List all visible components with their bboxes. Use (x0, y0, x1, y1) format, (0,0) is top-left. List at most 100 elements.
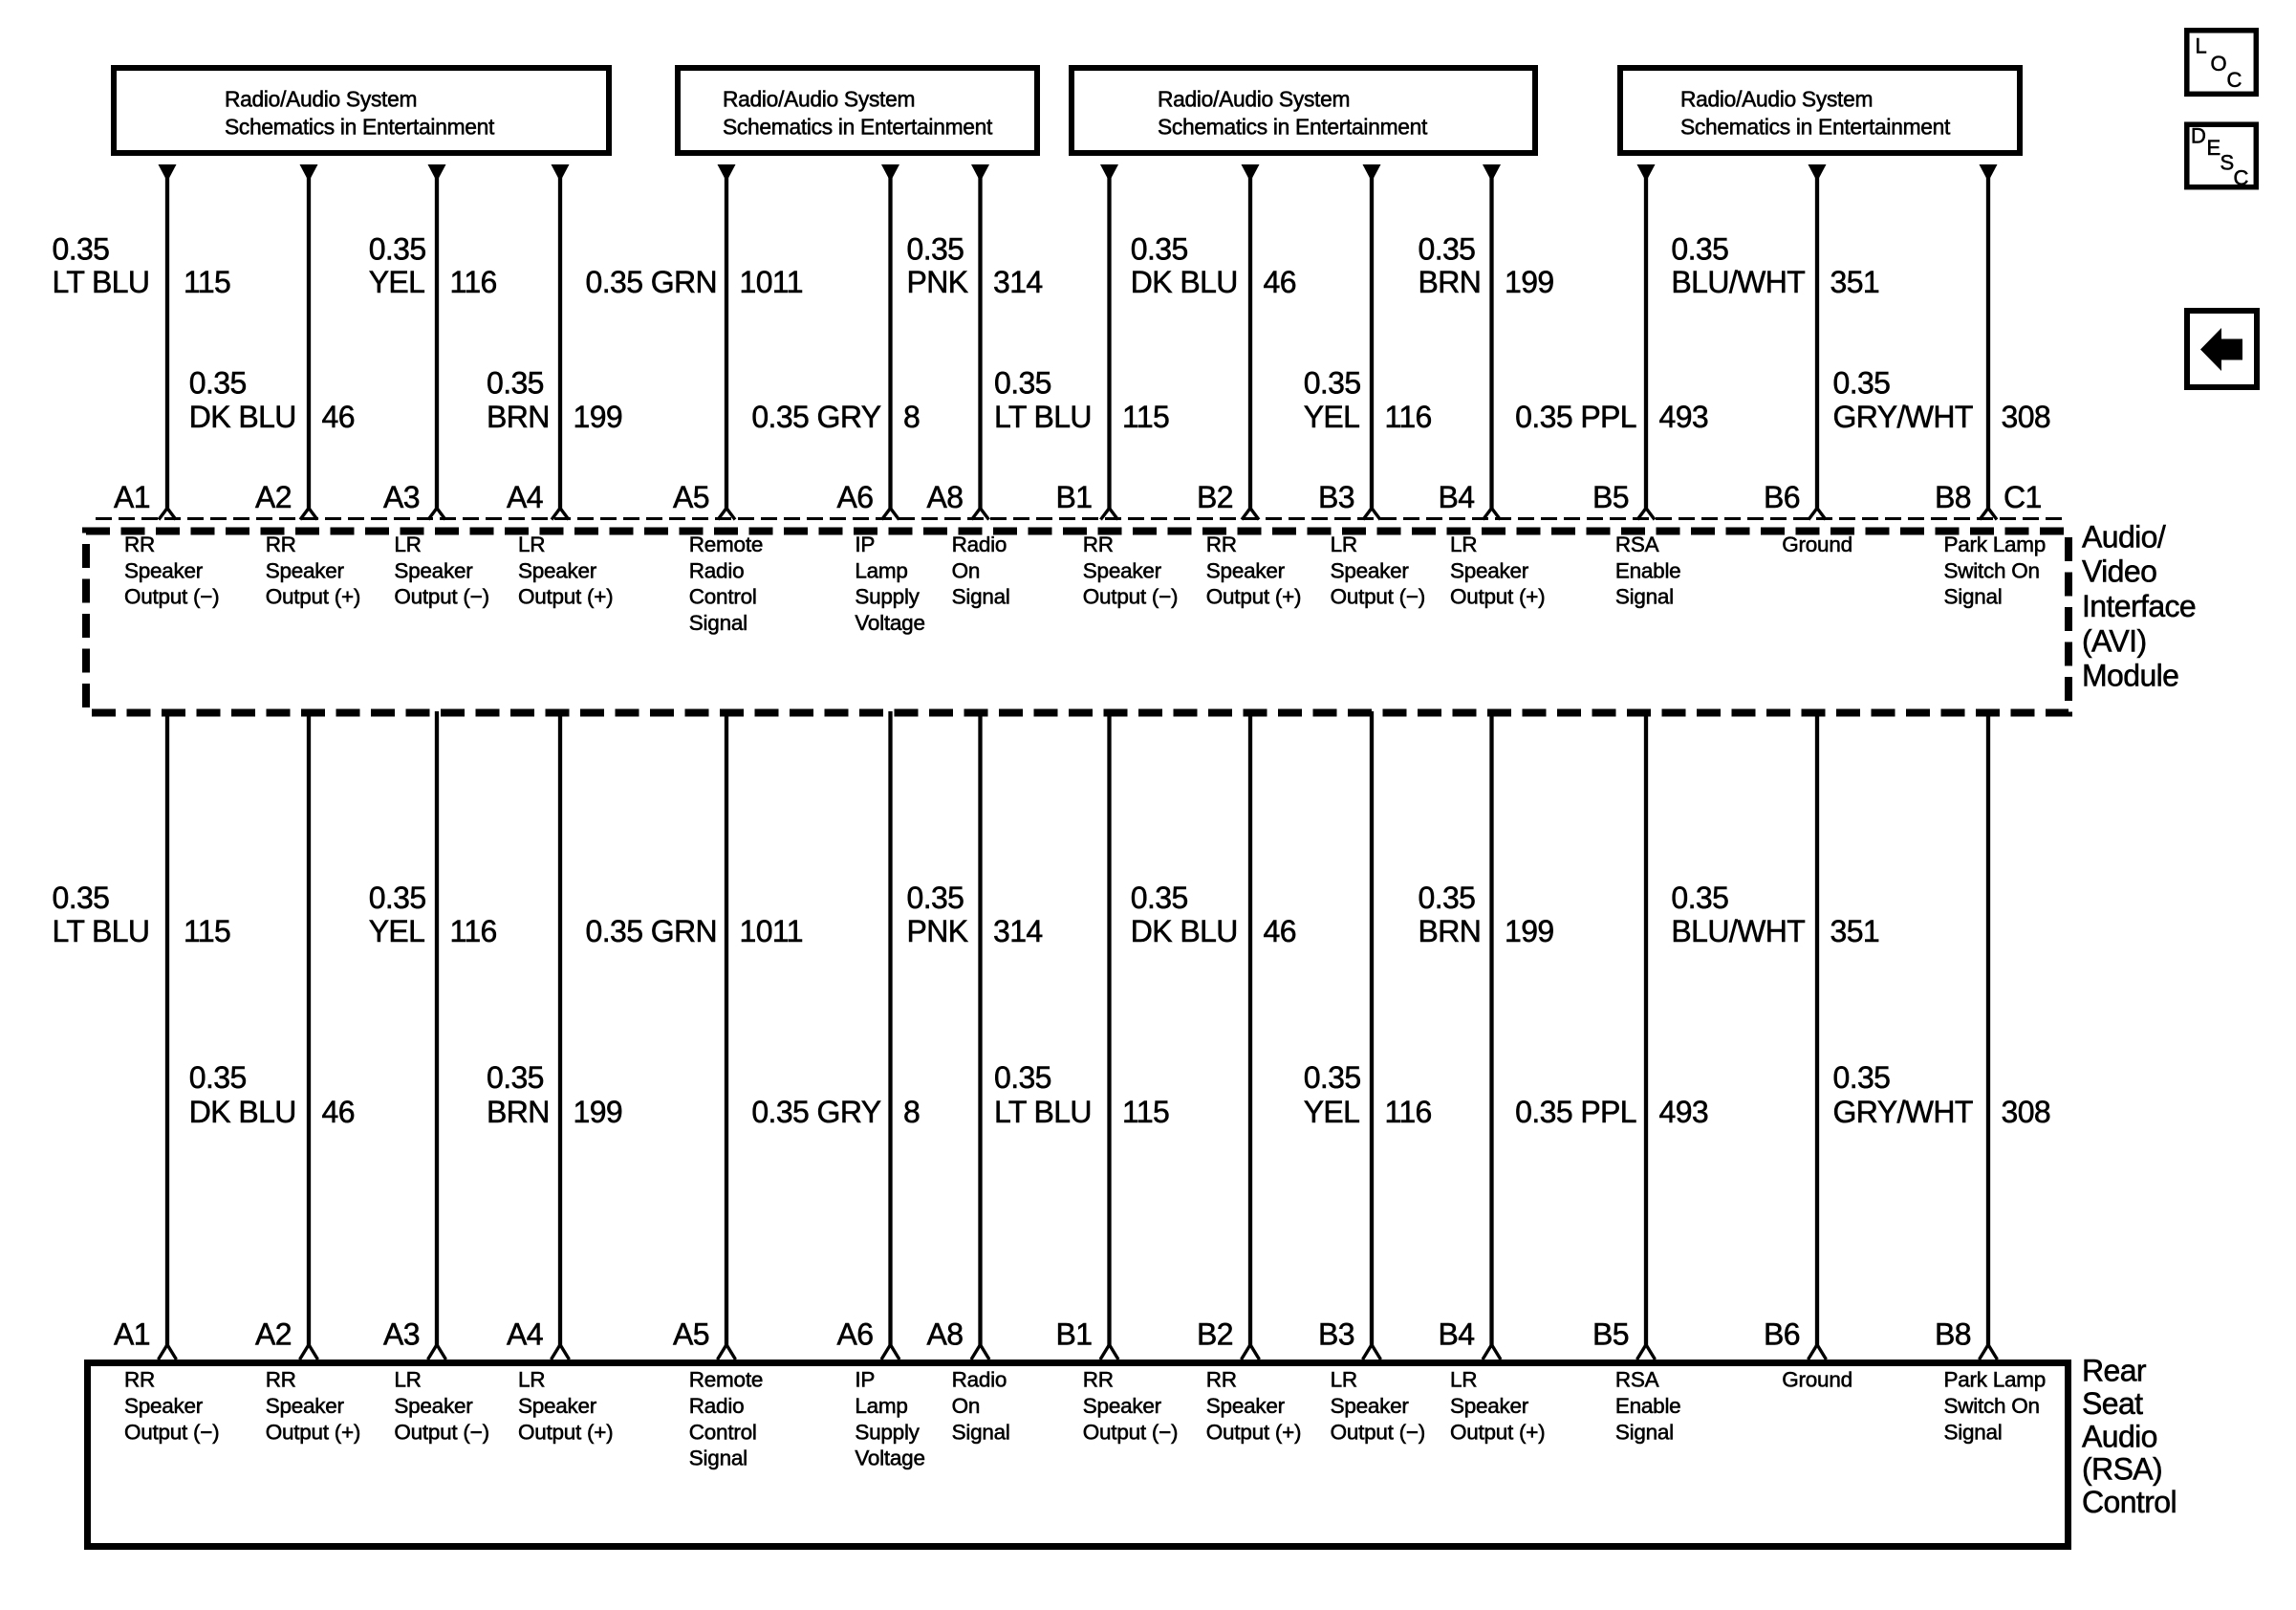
svg-text:Output (+): Output (+) (1450, 1420, 1545, 1444)
svg-text:Speaker: Speaker (124, 1394, 204, 1418)
svg-text:Output (+): Output (+) (266, 1420, 360, 1444)
svg-text:A8: A8 (927, 480, 964, 514)
svg-text:Output (−): Output (−) (124, 585, 219, 609)
svg-text:A6: A6 (837, 1317, 874, 1352)
svg-text:A2: A2 (255, 1317, 292, 1352)
svg-text:LT BLU: LT BLU (994, 400, 1092, 434)
svg-text:Speaker: Speaker (1450, 558, 1529, 582)
svg-text:Speaker: Speaker (1206, 1394, 1286, 1418)
svg-text:Signal: Signal (952, 1420, 1010, 1444)
svg-text:Speaker: Speaker (1450, 1394, 1529, 1418)
svg-text:0.35 PPL: 0.35 PPL (1515, 400, 1636, 434)
svg-text:PNK: PNK (907, 265, 968, 299)
svg-text:Remote: Remote (689, 533, 763, 556)
svg-text:0.35: 0.35 (994, 366, 1051, 401)
svg-text:Output (−): Output (−) (394, 1420, 488, 1444)
svg-text:0.35: 0.35 (1131, 881, 1188, 915)
svg-text:Radio/Audio System: Radio/Audio System (225, 87, 417, 112)
svg-text:Control: Control (2082, 1485, 2177, 1519)
svg-text:Speaker: Speaker (124, 558, 204, 582)
svg-text:Output (−): Output (−) (1083, 1420, 1178, 1444)
svg-text:Signal: Signal (1615, 585, 1674, 609)
svg-text:Schematics in Entertainment: Schematics in Entertainment (1158, 115, 1428, 140)
svg-text:B8: B8 (1935, 1317, 1971, 1352)
svg-text:Switch On: Switch On (1944, 1394, 2040, 1418)
svg-text:YEL: YEL (369, 914, 425, 948)
svg-text:LR: LR (1450, 1368, 1477, 1392)
svg-text:Signal: Signal (689, 611, 747, 635)
svg-text:Output (−): Output (−) (1331, 1420, 1425, 1444)
svg-text:Park Lamp: Park Lamp (1944, 533, 2047, 556)
svg-text:Schematics in Entertainment: Schematics in Entertainment (1680, 115, 1951, 140)
svg-text:BRN: BRN (487, 400, 550, 434)
svg-text:0.35: 0.35 (1833, 366, 1891, 401)
svg-text:S: S (2220, 151, 2235, 175)
svg-text:B1: B1 (1056, 480, 1093, 514)
svg-text:Voltage: Voltage (855, 611, 924, 635)
svg-text:B1: B1 (1056, 1317, 1093, 1352)
svg-text:Control: Control (689, 585, 757, 609)
svg-text:O: O (2211, 52, 2227, 76)
svg-text:B3: B3 (1318, 480, 1354, 514)
svg-text:Output (+): Output (+) (266, 585, 360, 609)
svg-text:Speaker: Speaker (1083, 558, 1162, 582)
svg-text:C1: C1 (2004, 480, 2042, 514)
svg-text:Speaker: Speaker (1206, 558, 1286, 582)
svg-text:116: 116 (450, 265, 497, 299)
svg-text:B5: B5 (1592, 480, 1629, 514)
svg-text:RSA: RSA (1615, 533, 1659, 556)
svg-text:A1: A1 (114, 1317, 150, 1352)
svg-text:0.35: 0.35 (1419, 881, 1476, 915)
svg-text:Control: Control (689, 1420, 757, 1444)
svg-text:D: D (2191, 124, 2206, 148)
svg-text:0.35: 0.35 (189, 1060, 247, 1095)
svg-text:A3: A3 (383, 1317, 420, 1352)
svg-text:199: 199 (1505, 914, 1554, 948)
svg-text:Supply: Supply (855, 585, 920, 609)
svg-text:A4: A4 (507, 480, 543, 514)
svg-text:Output (+): Output (+) (518, 585, 613, 609)
svg-text:Speaker: Speaker (1331, 1394, 1410, 1418)
svg-text:308: 308 (2002, 1095, 2051, 1129)
svg-text:BRN: BRN (487, 1095, 550, 1129)
svg-text:199: 199 (574, 1095, 623, 1129)
svg-text:308: 308 (2002, 400, 2051, 434)
svg-text:Signal: Signal (1944, 1420, 2003, 1444)
svg-text:Radio: Radio (689, 1394, 745, 1418)
svg-text:Speaker: Speaker (394, 558, 473, 582)
svg-text:115: 115 (1122, 1095, 1169, 1129)
svg-text:0.35: 0.35 (369, 881, 426, 915)
svg-text:Output (−): Output (−) (1083, 585, 1178, 609)
svg-text:LR: LR (518, 1368, 545, 1392)
svg-text:A8: A8 (927, 1317, 964, 1352)
svg-text:0.35: 0.35 (189, 366, 247, 401)
svg-text:Schematics in Entertainment: Schematics in Entertainment (723, 115, 993, 140)
svg-text:Signal: Signal (689, 1447, 747, 1470)
svg-text:Supply: Supply (855, 1420, 920, 1444)
svg-text:Output (−): Output (−) (124, 1420, 219, 1444)
svg-text:A1: A1 (114, 480, 150, 514)
svg-text:Ground: Ground (1782, 533, 1852, 556)
svg-text:DK BLU: DK BLU (1131, 914, 1238, 948)
svg-text:RR: RR (124, 1368, 155, 1392)
svg-text:A5: A5 (673, 1317, 709, 1352)
svg-text:B4: B4 (1439, 1317, 1475, 1352)
svg-text:Output (−): Output (−) (394, 585, 488, 609)
svg-text:Speaker: Speaker (1083, 1394, 1162, 1418)
svg-text:Remote: Remote (689, 1368, 763, 1392)
svg-text:GRY/WHT: GRY/WHT (1833, 400, 1973, 434)
svg-text:Voltage: Voltage (855, 1447, 924, 1470)
svg-text:E: E (2207, 136, 2221, 160)
svg-text:Enable: Enable (1615, 1394, 1681, 1418)
svg-text:LR: LR (1331, 533, 1357, 556)
svg-text:0.35: 0.35 (487, 366, 544, 401)
svg-text:Interface: Interface (2082, 589, 2196, 623)
svg-text:RR: RR (1083, 1368, 1114, 1392)
svg-text:0.35: 0.35 (907, 232, 964, 267)
svg-text:PNK: PNK (907, 914, 968, 948)
svg-text:LR: LR (1331, 1368, 1357, 1392)
svg-text:YEL: YEL (369, 265, 425, 299)
svg-text:B8: B8 (1935, 480, 1971, 514)
svg-text:DK BLU: DK BLU (189, 1095, 296, 1129)
svg-text:(RSA): (RSA) (2082, 1452, 2162, 1487)
